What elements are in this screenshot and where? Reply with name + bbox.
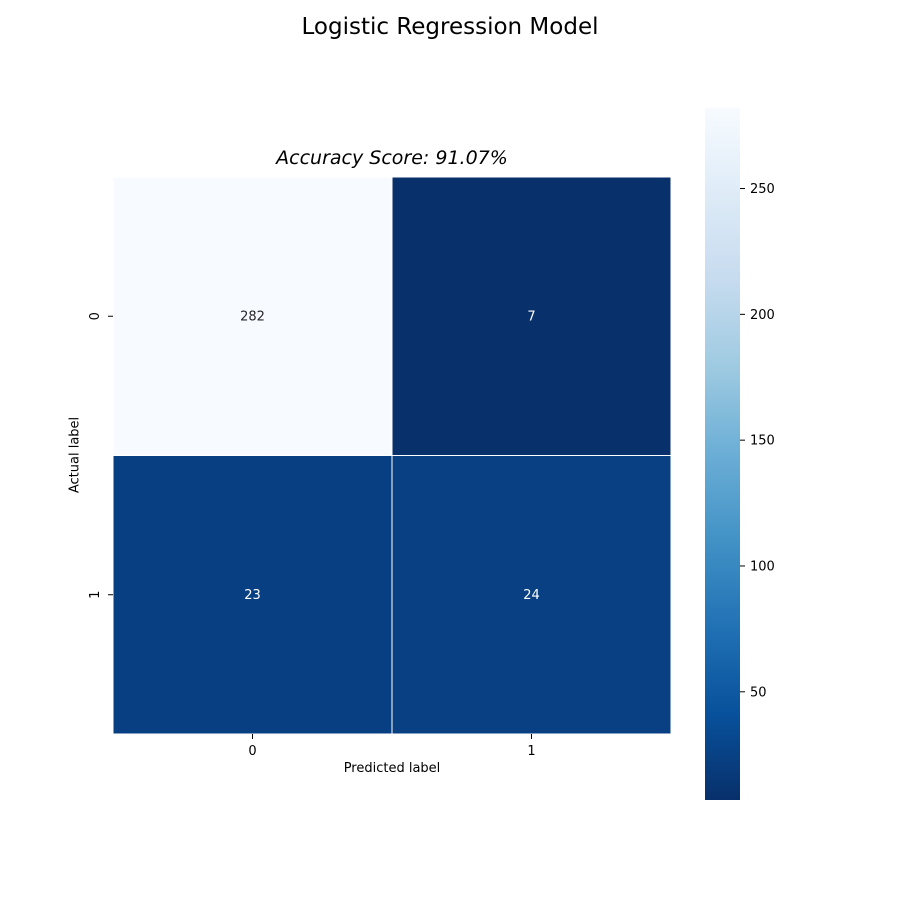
colorbar-tick-label-4: 250 <box>750 182 775 197</box>
colorbar-tick-label-0: 50 <box>750 685 767 700</box>
colorbar-tick-label-2: 150 <box>750 434 775 449</box>
heatmap-cell-r1-c0 <box>112 455 393 735</box>
cell-value-r1-c1: 24 <box>523 588 540 603</box>
x-tick-label-0: 0 <box>248 744 256 759</box>
heatmap-cell-r0-c1 <box>391 176 672 456</box>
chart-title: Accuracy Score: 91.07% <box>276 147 508 169</box>
x-axis-label: Predicted label <box>343 761 441 776</box>
colorbar <box>705 108 740 800</box>
cell-value-r0-c0: 282 <box>240 309 265 324</box>
figure-title: Logistic Regression Model <box>301 14 599 40</box>
y-tick-label-0: 0 <box>88 312 103 320</box>
colorbar-tick-label-1: 100 <box>750 559 775 574</box>
y-tick-label-1: 1 <box>88 591 103 599</box>
heatmap-cell-r0-c0 <box>112 176 393 456</box>
cell-value-r1-c0: 23 <box>244 588 261 603</box>
heatmap-cell-r1-c1 <box>391 455 672 735</box>
x-tick-label-1: 1 <box>527 744 535 759</box>
colorbar-tick-label-3: 200 <box>750 308 775 323</box>
cell-value-r0-c1: 7 <box>527 309 535 324</box>
